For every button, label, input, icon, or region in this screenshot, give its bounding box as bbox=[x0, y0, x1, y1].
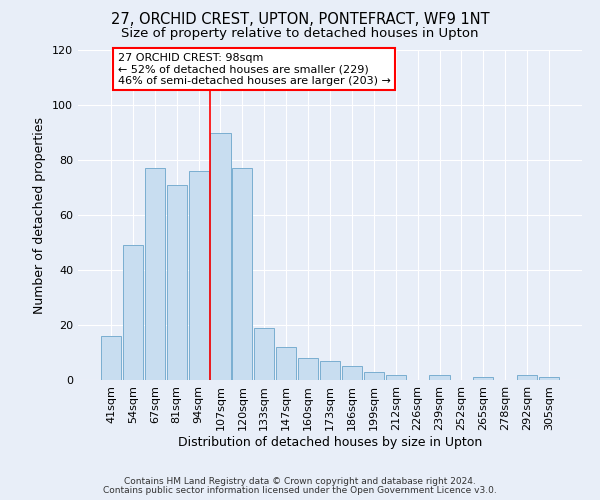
Bar bbox=[276, 347, 296, 380]
Bar bbox=[298, 358, 318, 380]
Text: 27 ORCHID CREST: 98sqm
← 52% of detached houses are smaller (229)
46% of semi-de: 27 ORCHID CREST: 98sqm ← 52% of detached… bbox=[118, 52, 391, 86]
Text: Contains public sector information licensed under the Open Government Licence v3: Contains public sector information licen… bbox=[103, 486, 497, 495]
Bar bbox=[430, 374, 449, 380]
Bar bbox=[473, 377, 493, 380]
Bar bbox=[188, 171, 209, 380]
Bar bbox=[386, 374, 406, 380]
Text: 27, ORCHID CREST, UPTON, PONTEFRACT, WF9 1NT: 27, ORCHID CREST, UPTON, PONTEFRACT, WF9… bbox=[110, 12, 490, 28]
Bar bbox=[517, 374, 537, 380]
Text: Size of property relative to detached houses in Upton: Size of property relative to detached ho… bbox=[121, 28, 479, 40]
Bar bbox=[539, 377, 559, 380]
Bar bbox=[232, 168, 253, 380]
Bar bbox=[320, 361, 340, 380]
Bar bbox=[211, 132, 230, 380]
Bar bbox=[145, 168, 165, 380]
Bar bbox=[342, 366, 362, 380]
Bar bbox=[167, 184, 187, 380]
Bar bbox=[364, 372, 384, 380]
Bar bbox=[101, 336, 121, 380]
Bar bbox=[123, 245, 143, 380]
X-axis label: Distribution of detached houses by size in Upton: Distribution of detached houses by size … bbox=[178, 436, 482, 448]
Y-axis label: Number of detached properties: Number of detached properties bbox=[34, 116, 46, 314]
Text: Contains HM Land Registry data © Crown copyright and database right 2024.: Contains HM Land Registry data © Crown c… bbox=[124, 477, 476, 486]
Bar bbox=[254, 328, 274, 380]
